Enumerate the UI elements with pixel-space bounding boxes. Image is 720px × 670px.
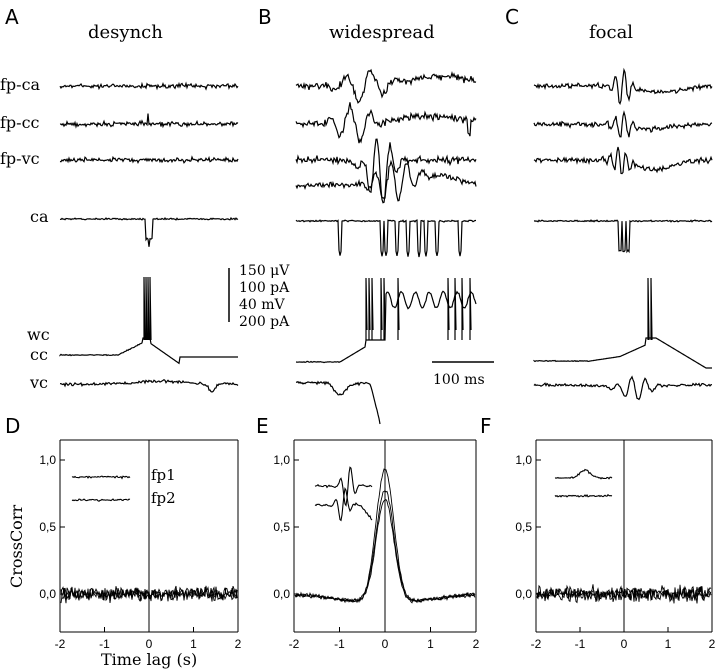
ytick-label-f-0: 1,0 (515, 453, 532, 467)
xtick-label-f-1: -1 (575, 637, 586, 651)
panel-letter-f: F (480, 414, 492, 438)
panel-letter-a: A (5, 5, 19, 29)
xtick-label-e-4: 2 (473, 637, 480, 651)
inset-label-fp1: fp1 (151, 466, 176, 484)
xtick-label-d-2: 0 (146, 637, 153, 651)
xtick-label-d-4: 2 (235, 637, 242, 651)
spike-a-3 (149, 276, 152, 341)
trace-b-cc (295, 290, 477, 364)
title-widespread: widespread (329, 22, 435, 43)
trace-a-fp-ca (59, 81, 239, 91)
spike-b-1 (368, 277, 371, 340)
label-fp-vc: fp-vc (0, 149, 40, 168)
label-ca: ca (30, 207, 49, 226)
inset-d-fp1 (71, 475, 131, 480)
spike-c-0 (647, 277, 650, 341)
spike-b-3 (380, 277, 383, 340)
xtick-label-f-3: 1 (665, 637, 672, 651)
xtick-label-f-4: 2 (709, 637, 716, 651)
ytick-label-e-0: 1,0 (273, 453, 290, 467)
trace-c-fp-ca (533, 67, 713, 105)
ytick-label-e-2: 0,0 (273, 587, 290, 601)
xtick-label-d-1: -1 (99, 637, 110, 651)
ytick-label-e-1: 0,5 (273, 520, 290, 534)
x-axis-label: Time lag (s) (101, 650, 197, 669)
trace-a-fp-vc (59, 155, 239, 165)
spike-b-7 (454, 277, 457, 340)
inset-d-fp2 (71, 498, 131, 502)
spike-a-0 (143, 276, 146, 341)
spike-c-1 (650, 277, 653, 341)
spike-b-4 (383, 277, 386, 340)
trace-a-ca (59, 216, 239, 247)
label-fp-cc: fp-cc (0, 113, 40, 132)
scale-label-150uv: 150 μV (239, 263, 290, 279)
xtick-label-e-2: 0 (382, 637, 389, 651)
spike-b-5 (397, 277, 400, 340)
trace-c-ca (533, 219, 713, 254)
trace-b-fp-ca (295, 68, 477, 104)
ytick-label-d-2: 0,0 (39, 587, 56, 601)
scale-label-100pa: 100 pA (239, 280, 290, 296)
xcorr-axes: -2 -1 0 1 2 1,0 0,5 0,0 -2 -1 0 1 2 1,0 0,5 0,0 -2 -1 0 1 2 1… (39, 439, 716, 651)
panel-letter-d: D (5, 414, 20, 438)
trace-c-vc (533, 375, 712, 401)
traces-layer (59, 67, 713, 604)
label-cc: cc (30, 345, 48, 364)
scale-label-200pa: 200 pA (239, 314, 290, 330)
scale-label-40mv: 40 mV (239, 297, 286, 313)
ytick-label-f-1: 0,5 (515, 520, 532, 534)
ytick-label-d-0: 1,0 (39, 453, 56, 467)
title-desynch: desynch (88, 22, 163, 43)
label-wc: wc (27, 325, 50, 344)
xtick-label-f-0: -2 (531, 637, 542, 651)
spike-b-6 (447, 277, 450, 340)
inset-f-fp2 (554, 493, 613, 498)
y-axis-label: CrossCorr (7, 505, 26, 588)
trace-b-ca (295, 219, 476, 258)
panel-letter-b: B (258, 5, 272, 29)
xtick-label-e-0: -2 (289, 637, 300, 651)
spike-a-2 (147, 276, 150, 341)
spike-b-8 (461, 277, 464, 340)
scale-label-100ms: 100 ms (433, 372, 485, 388)
spike-b-9 (469, 277, 472, 340)
trace-b-fp-vc (295, 138, 477, 204)
inset-e-fp1 (314, 466, 373, 507)
label-fp-ca: fp-ca (0, 75, 41, 94)
panel-letter-e: E (256, 414, 269, 438)
trace-a-cc (59, 337, 238, 365)
xtick-label-e-1: -1 (334, 637, 345, 651)
trace-c-fp-cc (533, 110, 713, 138)
xtick-label-f-2: 0 (621, 637, 628, 651)
title-focal: focal (589, 22, 633, 43)
trace-a-fp-cc (59, 113, 239, 129)
trace-a-vc (59, 378, 239, 393)
trace-c-cc (533, 337, 712, 369)
trace-b-fp-cc (295, 102, 477, 144)
inset-f-fp1 (554, 468, 613, 480)
xtick-label-d-3: 1 (190, 637, 197, 651)
inset-label-fp2: fp2 (151, 489, 176, 507)
spike-b-0 (365, 277, 368, 340)
inset-e-fp2 (314, 487, 373, 522)
xtick-label-e-3: 1 (427, 637, 434, 651)
ytick-label-d-1: 0,5 (39, 520, 56, 534)
ytick-label-f-2: 0,0 (515, 587, 532, 601)
trace-c-fp-vc (533, 146, 713, 175)
label-vc: vc (29, 373, 48, 392)
spike-b-2 (371, 277, 374, 340)
panel-letter-c: C (505, 5, 519, 29)
trace-b-fp-4 (295, 159, 477, 202)
spike-a-1 (145, 276, 148, 341)
xtick-label-d-0: -2 (55, 637, 66, 651)
scale-bar: 150 μV 100 pA 40 mV 200 pA 100 ms (228, 263, 494, 388)
trace-b-vc (295, 380, 381, 425)
